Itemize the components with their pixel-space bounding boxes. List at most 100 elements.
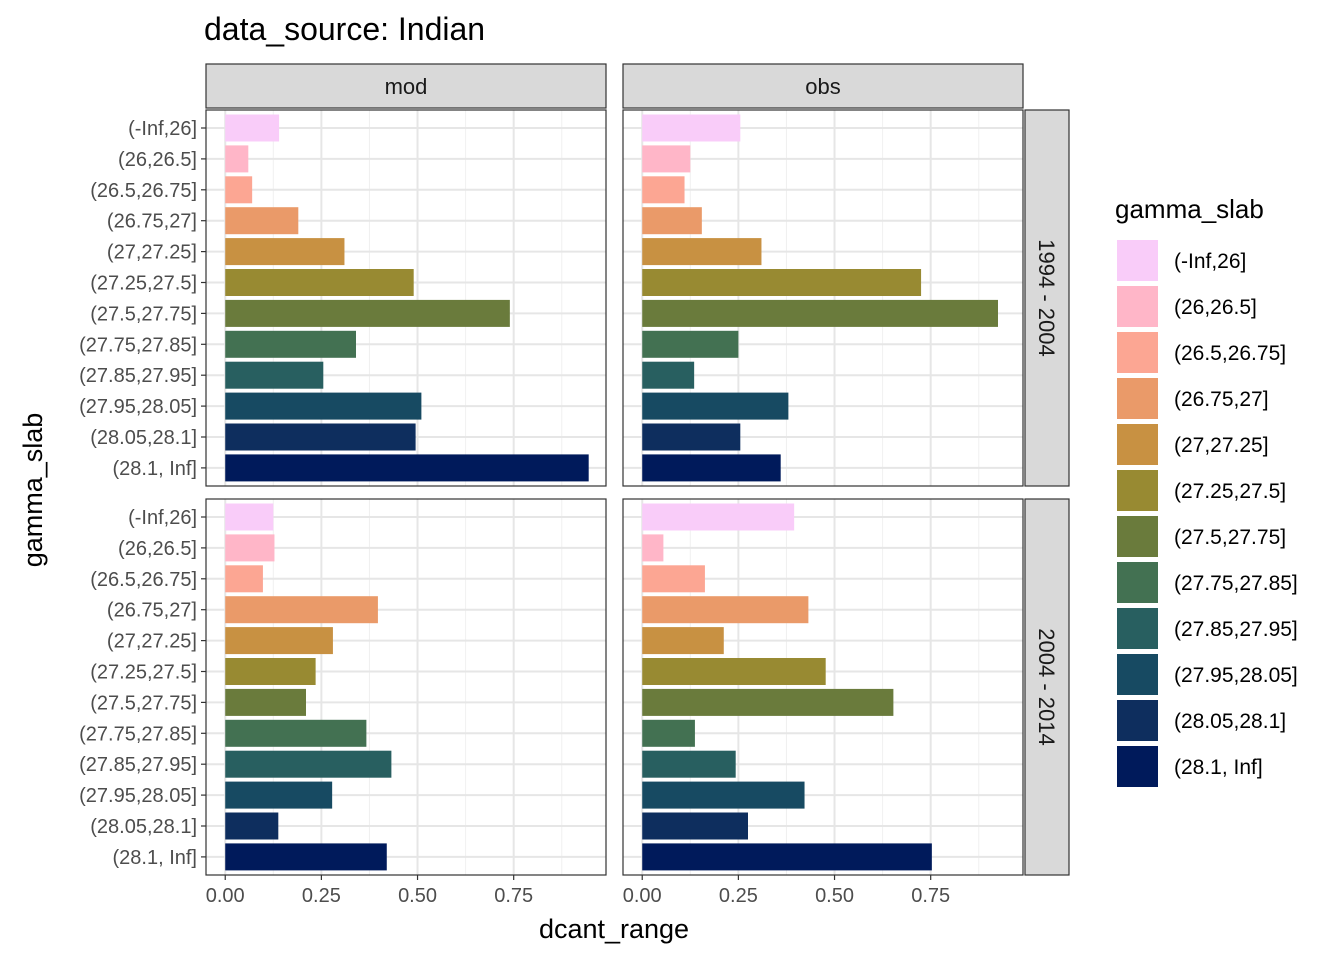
panel-border	[205, 498, 607, 876]
y-tick-label: (27.85,27.95]	[79, 365, 197, 387]
facet-row-strip-0	[1024, 109, 1070, 487]
y-tick-label: (-Inf,26]	[128, 507, 197, 529]
legend-swatch-11	[1117, 746, 1158, 787]
y-tick-label: (27.25,27.5]	[90, 662, 197, 684]
x-tick-label: 0.00	[623, 885, 662, 907]
facet-strip-obs	[622, 63, 1024, 109]
legend-swatch-6	[1117, 516, 1158, 557]
legend-label-11: (28.1, Inf]	[1174, 756, 1263, 779]
y-tick-label: (27,27.25]	[107, 242, 197, 264]
bar-mod-1-9	[225, 781, 333, 809]
y-tick-label: (26.5,26.75]	[90, 180, 197, 202]
legend-swatch-7	[1117, 562, 1158, 603]
legend-swatch-3	[1117, 378, 1158, 419]
bar-mod-0-1	[225, 145, 249, 173]
legend-title: gamma_slab	[1115, 194, 1264, 224]
x-tick-label: 0.25	[719, 885, 758, 907]
legend-swatch-9	[1117, 654, 1158, 695]
legend-swatch-0	[1117, 240, 1158, 281]
x-tick-label: 0.50	[398, 885, 437, 907]
legend-swatch-8	[1117, 608, 1158, 649]
legend-label-7: (27.75,27.85]	[1174, 572, 1298, 595]
legend-label-4: (27,27.25]	[1174, 434, 1269, 457]
bar-mod-1-8	[225, 750, 392, 778]
bar-obs-0-10	[642, 423, 741, 451]
panel-border	[622, 498, 1024, 876]
bar-mod-0-11	[225, 454, 589, 482]
bar-mod-1-4	[225, 627, 333, 655]
y-tick-label: (27.75,27.85]	[79, 334, 197, 356]
bar-obs-1-9	[642, 781, 805, 809]
legend-swatch-10	[1117, 700, 1158, 741]
bar-obs-1-1	[642, 534, 664, 562]
facet-strip-label-mod: mod	[385, 74, 428, 99]
bar-mod-1-1	[225, 534, 275, 562]
bar-obs-1-11	[642, 843, 932, 871]
chart-title: data_source: Indian	[204, 11, 485, 47]
bar-obs-0-7	[642, 330, 739, 358]
legend-label-0: (-Inf,26]	[1174, 250, 1246, 273]
legend-swatch-4	[1117, 424, 1158, 465]
legend-label-9: (27.95,28.05]	[1174, 664, 1298, 687]
y-tick-label: (27.95,28.05]	[79, 396, 197, 418]
bar-mod-0-8	[225, 361, 324, 389]
bar-obs-0-0	[642, 114, 741, 142]
bar-obs-1-2	[642, 565, 705, 593]
bar-mod-1-0	[225, 503, 274, 531]
legend-swatch-1	[1117, 286, 1158, 327]
facet-row-strip-label-0: 1994 - 2004	[1034, 239, 1059, 356]
bar-mod-1-11	[225, 843, 387, 871]
legend: gamma_slab (-Inf,26] (26,26.5] (26.5,26.75…	[1115, 194, 1298, 787]
bar-obs-0-9	[642, 392, 789, 420]
y-tick-label: (28.1, Inf]	[113, 458, 198, 480]
x-tick-label: 0.75	[494, 885, 533, 907]
legend-label-10: (28.05,28.1]	[1174, 710, 1286, 733]
y-tick-label: (26.75,27]	[107, 211, 197, 233]
y-tick-label: (27.5,27.75]	[90, 692, 197, 714]
x-tick-label: 0.75	[911, 885, 950, 907]
legend-swatch-5	[1117, 470, 1158, 511]
bar-mod-0-7	[225, 330, 356, 358]
bar-obs-1-4	[642, 627, 724, 655]
panel-obs-1: 0.00 0.25 0.50 0.75	[622, 498, 1024, 907]
bar-mod-1-5	[225, 658, 316, 685]
bar-obs-1-0	[642, 503, 795, 531]
bar-obs-1-6	[642, 688, 894, 716]
y-tick-label: (27,27.25]	[107, 631, 197, 653]
legend-label-5: (27.25,27.5]	[1174, 480, 1286, 503]
bar-obs-1-8	[642, 750, 736, 778]
panel-mod-1: (-Inf,26] (26,26.5] (26.5,26.75] (26.75,27]…	[79, 498, 607, 907]
bar-obs-1-10	[642, 812, 748, 840]
panel-mod-0: (-Inf,26] (26,26.5] (26.5,26.75] (26.75,27]…	[79, 109, 607, 487]
y-tick-label: (27.5,27.75]	[90, 303, 197, 325]
bar-obs-0-3	[642, 207, 702, 235]
chart-panels: mod obs 1994 - 2004 2004 - 2014 (-Inf,26] (26…	[79, 63, 1070, 907]
y-axis-label: gamma_slab	[18, 413, 48, 568]
bar-obs-0-4	[642, 238, 762, 266]
legend-label-1: (26,26.5]	[1174, 296, 1257, 319]
panel-border	[622, 109, 1024, 487]
y-tick-label: (27.95,28.05]	[79, 785, 197, 807]
y-tick-label: (27.75,27.85]	[79, 723, 197, 745]
legend-label-6: (27.5,27.75]	[1174, 526, 1286, 549]
y-tick-label: (26.5,26.75]	[90, 569, 197, 591]
legend-label-3: (26.75,27]	[1174, 388, 1269, 411]
y-tick-label: (28.05,28.1]	[90, 427, 197, 449]
bar-obs-0-8	[642, 361, 695, 389]
x-tick-label: 0.00	[206, 885, 245, 907]
bar-mod-1-3	[225, 596, 378, 624]
legend-swatch-2	[1117, 332, 1158, 373]
bar-mod-0-4	[225, 238, 345, 266]
y-tick-label: (27.85,27.95]	[79, 754, 197, 776]
bar-mod-0-6	[225, 299, 510, 327]
y-tick-label: (-Inf,26]	[128, 118, 197, 140]
y-tick-label: (26,26.5]	[118, 149, 197, 171]
legend-label-2: (26.5,26.75]	[1174, 342, 1286, 365]
bar-mod-0-5	[225, 269, 414, 296]
facet-row-strip-1	[1024, 498, 1070, 876]
bar-mod-0-3	[225, 207, 299, 235]
bar-obs-1-3	[642, 596, 809, 624]
y-tick-label: (28.1, Inf]	[113, 847, 198, 869]
bar-obs-0-6	[642, 299, 998, 327]
bar-mod-1-7	[225, 719, 367, 747]
